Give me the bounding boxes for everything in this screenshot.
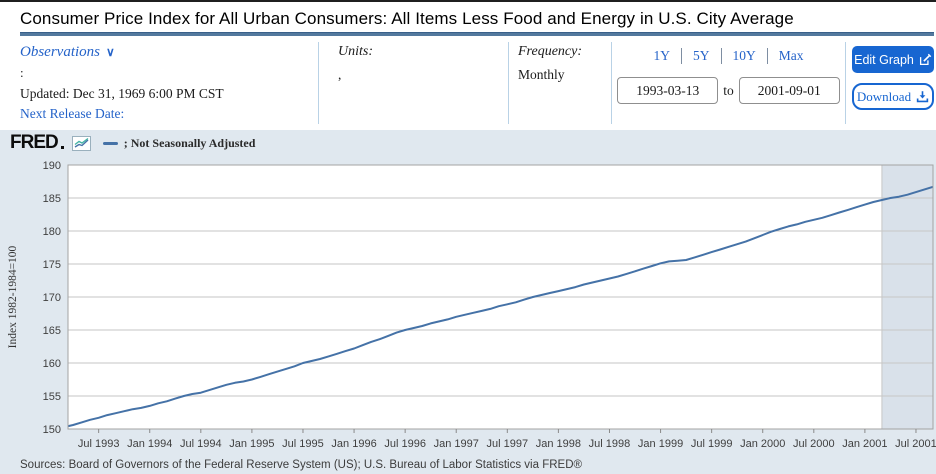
divider bbox=[508, 42, 509, 124]
cpi-series-line bbox=[68, 185, 933, 428]
date-range-section: 1Y 5Y 10Y Max to bbox=[612, 44, 845, 104]
next-release-link[interactable]: Next Release Date: bbox=[20, 106, 125, 121]
y-tick-label: 165 bbox=[43, 325, 61, 337]
chart-widget: FRED ; Not Seasonally Adjusted 150 155 160… bbox=[0, 130, 936, 474]
x-tick-label: Jul 1996 bbox=[384, 438, 426, 450]
divider bbox=[611, 42, 612, 124]
frequency-section: Frequency: Monthly bbox=[518, 44, 582, 83]
series-line-swatch bbox=[102, 141, 118, 145]
x-tick-label: Jul 1998 bbox=[589, 438, 631, 450]
sources-text: Sources: Board of Governors of the Feder… bbox=[20, 459, 582, 471]
edit-graph-button[interactable]: Edit Graph bbox=[852, 46, 934, 73]
y-tick-label: 155 bbox=[43, 391, 61, 403]
x-tick-label: Jan 1995 bbox=[229, 438, 274, 450]
x-tick-label: Jul 1994 bbox=[180, 438, 222, 450]
x-tick-label: Jan 1999 bbox=[638, 438, 683, 450]
divider bbox=[845, 42, 846, 124]
divider bbox=[318, 42, 319, 124]
cpi-line-chart: 150 155 160 165 170 175 180 185 190 Jul 1993 Jan 1… bbox=[7, 160, 936, 450]
range-presets: 1Y 5Y 10Y Max bbox=[612, 48, 845, 64]
y-tick-label: 160 bbox=[43, 358, 61, 370]
x-tick-label: Jan 1996 bbox=[331, 438, 376, 450]
units-label: Units: bbox=[338, 44, 373, 59]
y-tick-label: 175 bbox=[43, 259, 61, 271]
y-tick-label: 185 bbox=[43, 193, 61, 205]
download-label: Download bbox=[856, 88, 912, 104]
x-tick-label: Jul 1995 bbox=[282, 438, 324, 450]
units-section: Units: , bbox=[338, 44, 373, 83]
observations-section: Observations ∨ : Updated: Dec 31, 1969 6:… bbox=[20, 44, 224, 122]
title-underline bbox=[20, 32, 934, 36]
download-button[interactable]: Download bbox=[852, 83, 934, 110]
y-tick-label: 150 bbox=[43, 424, 61, 436]
edit-square-icon bbox=[919, 53, 932, 66]
x-tick-label: Jul 2000 bbox=[793, 438, 835, 450]
start-date-input[interactable] bbox=[617, 77, 719, 104]
y-tick-label: 170 bbox=[43, 292, 61, 304]
observations-value: : bbox=[20, 65, 24, 80]
controls-bar: Observations ∨ : Updated: Dec 31, 1969 6:… bbox=[0, 38, 936, 128]
range-preset-max[interactable]: Max bbox=[766, 48, 815, 64]
y-tick-label: 180 bbox=[43, 226, 61, 238]
x-tick-label: Jan 2001 bbox=[842, 438, 887, 450]
fred-logo: FRED bbox=[10, 132, 59, 153]
units-value: , bbox=[338, 67, 342, 82]
actions-section: Edit Graph Download bbox=[852, 46, 934, 110]
x-tick-label: Jul 1999 bbox=[691, 438, 733, 450]
updated-text: Updated: Dec 31, 1969 6:00 PM CST bbox=[20, 86, 224, 101]
x-tick-label: Jan 1997 bbox=[434, 438, 479, 450]
y-tick-label: 190 bbox=[43, 160, 61, 172]
x-tick-label: Jan 2000 bbox=[740, 438, 785, 450]
range-preset-10y[interactable]: 10Y bbox=[720, 48, 767, 64]
download-icon bbox=[916, 91, 929, 103]
x-tick-label: Jul 1993 bbox=[78, 438, 120, 450]
x-tick-label: Jan 1998 bbox=[536, 438, 581, 450]
range-preset-1y[interactable]: 1Y bbox=[653, 48, 671, 63]
frequency-label: Frequency: bbox=[518, 44, 582, 59]
x-tick-label: Jul 2001 bbox=[895, 438, 936, 450]
plot-border bbox=[67, 164, 934, 430]
x-tick-label: Jul 1997 bbox=[487, 438, 529, 450]
observations-dropdown[interactable]: Observations ∨ bbox=[20, 44, 224, 61]
frequency-value: Monthly bbox=[518, 67, 565, 82]
fred-sparkline-icon bbox=[71, 135, 91, 151]
page-title: Consumer Price Index for All Urban Consu… bbox=[20, 9, 794, 28]
range-preset-5y[interactable]: 5Y bbox=[681, 48, 721, 64]
x-tick-label: Jan 1994 bbox=[127, 438, 172, 450]
observations-label: Observations bbox=[20, 44, 100, 60]
end-date-input[interactable] bbox=[738, 77, 840, 104]
edit-graph-label: Edit Graph bbox=[854, 52, 914, 67]
to-label: to bbox=[723, 82, 734, 98]
series-legend-label: ; Not Seasonally Adjusted bbox=[123, 135, 256, 150]
fred-logo-dot bbox=[60, 146, 64, 149]
chevron-down-icon: ∨ bbox=[106, 45, 115, 59]
chart-legend-bar: FRED ; Not Seasonally Adjusted bbox=[10, 132, 256, 153]
y-axis-title: Index 1982-1984=100 bbox=[7, 245, 19, 348]
